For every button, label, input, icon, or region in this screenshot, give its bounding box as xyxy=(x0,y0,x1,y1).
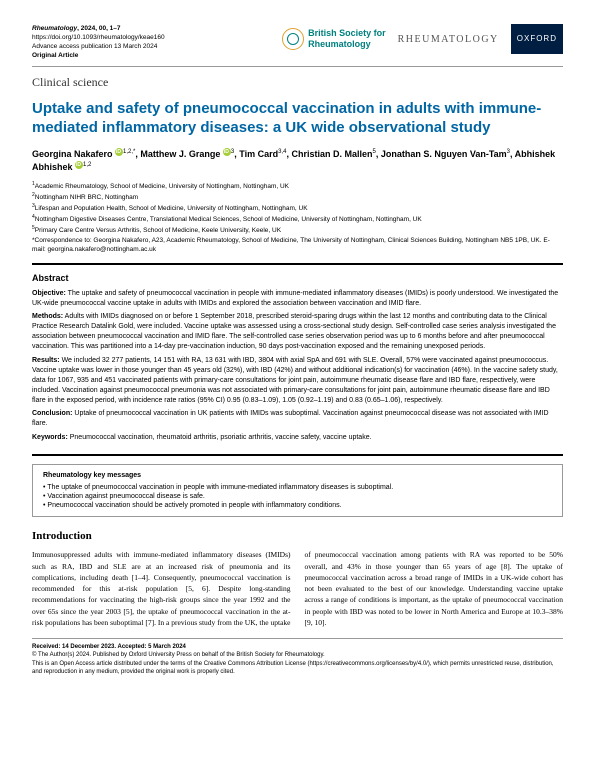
page-footer: Received: 14 December 2023. Accepted: 5 … xyxy=(32,638,563,677)
oxford-logo: OXFORD xyxy=(511,24,563,54)
rheumatology-logo: RHEUMATOLOGY xyxy=(398,33,499,46)
results-text: We included 32 277 patients, 14 151 with… xyxy=(32,357,558,405)
doi-link[interactable]: https://doi.org/10.1093/rheumatology/kea… xyxy=(32,33,212,42)
key-messages-box: Rheumatology key messages The uptake of … xyxy=(32,464,563,517)
section-label: Clinical science xyxy=(32,75,563,91)
affil-5: Primary Care Centre Versus Arthritis, Sc… xyxy=(35,227,281,234)
results-label: Results: xyxy=(32,357,60,364)
journal-vol: , 2024, 00, 1–7 xyxy=(77,25,120,32)
key-message-3: Pneumococcal vaccination should be activ… xyxy=(43,501,552,510)
affil-4: Nottingham Digestive Diseases Centre, Tr… xyxy=(35,216,422,223)
author-list: Georgina Nakafero 1,2,*, Matthew J. Gran… xyxy=(32,148,563,175)
introduction-heading: Introduction xyxy=(32,529,563,543)
article-type: Original Article xyxy=(32,51,212,60)
journal-name: Rheumatology xyxy=(32,25,77,32)
key-message-2: Vaccination against pneumococcal disease… xyxy=(43,492,552,501)
orcid-icon[interactable] xyxy=(75,161,83,169)
article-title: Uptake and safety of pneumococcal vaccin… xyxy=(32,99,563,138)
keywords-text: Pneumococcal vaccination, rheumatoid art… xyxy=(68,434,372,441)
bsr-logo-text1: British Society for xyxy=(308,28,386,40)
header-rule xyxy=(32,66,563,67)
header-meta: Rheumatology, 2024, 00, 1–7 https://doi.… xyxy=(32,24,212,60)
bsr-logo-text2: Rheumatology xyxy=(308,39,386,51)
affiliations: 1Academic Rheumatology, School of Medici… xyxy=(32,181,563,255)
affil-1: Academic Rheumatology, School of Medicin… xyxy=(35,183,289,190)
correspondence: *Correspondence to: Georgina Nakafero, A… xyxy=(32,236,563,256)
conclusion-text: Uptake of pneumococcal vaccination in UK… xyxy=(32,410,549,427)
copyright: © The Author(s) 2024. Published by Oxfor… xyxy=(32,651,563,659)
key-message-1: The uptake of pneumococcal vaccination i… xyxy=(43,483,552,492)
objective-text: The uptake and safety of pneumococcal va… xyxy=(32,290,558,307)
conclusion-label: Conclusion: xyxy=(32,410,72,417)
header-logos: British Society for Rheumatology RHEUMAT… xyxy=(282,24,563,54)
bsr-logo-icon xyxy=(282,28,304,50)
received-date: Received: 14 December 2023. Accepted: 5 … xyxy=(32,644,186,650)
keywords-label: Keywords: xyxy=(32,434,68,441)
key-messages-title: Rheumatology key messages xyxy=(43,471,552,480)
abstract-box: Abstract Objective: The uptake and safet… xyxy=(32,263,563,456)
objective-label: Objective: xyxy=(32,290,66,297)
advance-date: Advance access publication 13 March 2024 xyxy=(32,42,212,51)
orcid-icon[interactable] xyxy=(223,148,231,156)
methods-label: Methods: xyxy=(32,313,63,320)
intro-col1: Immunosuppressed adults with immune-medi… xyxy=(32,550,291,627)
methods-text: Adults with IMIDs diagnosed on or before… xyxy=(32,313,556,350)
orcid-icon[interactable] xyxy=(115,148,123,156)
introduction-body: Immunosuppressed adults with immune-medi… xyxy=(32,549,563,628)
abstract-title: Abstract xyxy=(32,273,563,285)
affil-2: Nottingham NIHR BRC, Nottingham xyxy=(35,194,138,201)
bsr-logo: British Society for Rheumatology xyxy=(282,28,386,51)
license: This is an Open Access article distribut… xyxy=(32,660,563,677)
affil-3: Lifespan and Population Health, School o… xyxy=(35,205,308,212)
